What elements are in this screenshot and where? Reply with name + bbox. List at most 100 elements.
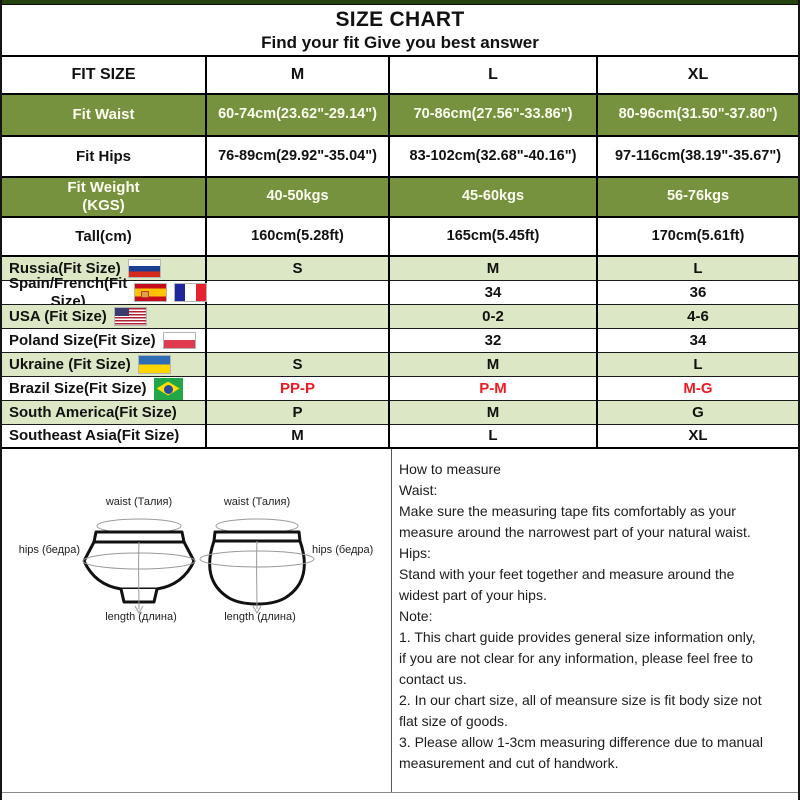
title-block: SIZE CHART Find your fit Give you best a… <box>2 5 798 57</box>
size-table: FIT SIZE M L XL Fit Waist 60-74cm(23.62"-29.1… <box>2 57 798 449</box>
waist-label-right: waist (Талия) <box>223 496 291 508</box>
measure-value-cell: 40-50kgs <box>207 178 390 218</box>
measure-row: Fit Hips 76-89cm(29.92"-35.04") 83-102cm(3… <box>2 137 798 178</box>
country-size-value-cell: 34 <box>390 281 598 305</box>
header-cell: M <box>207 57 390 95</box>
hips-label-right: hips (бедра) <box>312 544 374 556</box>
country-size-value-cell: P-M <box>390 377 598 401</box>
country-row-label: USA (Fit Size) <box>9 307 107 325</box>
country-size-value-cell: P <box>207 401 390 425</box>
country-row-label-cell: Southeast Asia(Fit Size) <box>2 425 207 449</box>
country-size-value-cell: XL <box>598 425 798 449</box>
measure-row-label-line: Tall(cm) <box>75 227 132 245</box>
header-cell: L <box>390 57 598 95</box>
country-size-value-cell <box>207 281 390 305</box>
country-row-label-cell: Poland Size(Fit Size) <box>2 329 207 353</box>
country-row-label: South America(Fit Size) <box>9 403 177 421</box>
country-size-value-cell: S <box>207 353 390 377</box>
measure-row-label-line: Fit Weight <box>67 179 140 196</box>
country-row: Brazil Size(Fit Size) PP-P P-M M-G <box>2 377 798 401</box>
ukraine-flag-icon <box>137 355 171 374</box>
country-size-value-cell <box>207 329 390 353</box>
hips-label-left: hips (бедра) <box>18 544 80 556</box>
measure-row-label: Fit Hips <box>2 137 207 178</box>
country-size-value-cell <box>207 305 390 329</box>
country-row: South America(Fit Size) P M G <box>2 401 798 425</box>
spain-flag-icon <box>134 283 168 302</box>
country-size-value-cell: M <box>390 353 598 377</box>
country-size-value-cell: L <box>598 353 798 377</box>
waist-label-left: waist (Талия) <box>105 496 173 508</box>
country-size-value-cell: 36 <box>598 281 798 305</box>
measure-value-cell: 76-89cm(29.92"-35.04") <box>207 137 390 178</box>
country-row: Ukraine (Fit Size) S M L <box>2 353 798 377</box>
measure-value-cell: 97-116cm(38.19"-35.67") <box>598 137 798 178</box>
measure-value-cell: 83-102cm(32.68"-40.16") <box>390 137 598 178</box>
country-row-label: Poland Size(Fit Size) <box>9 331 156 349</box>
measurement-diagram-panel: waist (Талия) waist (Талия) hips (бедра)… <box>2 449 392 792</box>
bottom-section: waist (Талия) waist (Талия) hips (бедра)… <box>2 449 798 793</box>
country-size-value-cell: M <box>207 425 390 449</box>
france-flag-icon <box>174 283 208 302</box>
country-size-value-cell: G <box>598 401 798 425</box>
country-size-value-cell: 32 <box>390 329 598 353</box>
country-size-value-cell: L <box>390 425 598 449</box>
country-size-value-cell: 34 <box>598 329 798 353</box>
measure-value-cell: 165cm(5.45ft) <box>390 218 598 257</box>
header-cell: FIT SIZE <box>2 57 207 95</box>
country-row-label: Russia(Fit Size) <box>9 259 121 277</box>
measure-row: Fit Weight (KGS) 40-50kgs 45-60kgs 56-76kgs <box>2 178 798 218</box>
russia-flag-icon <box>127 259 161 278</box>
length-label-left: length (длина) <box>105 611 177 623</box>
measure-value-cell: 60-74cm(23.62"-29.14") <box>207 95 390 137</box>
table-header-row: FIT SIZE M L XL <box>2 57 798 95</box>
bottom-spacer <box>2 793 798 800</box>
country-size-value-cell: M-G <box>598 377 798 401</box>
length-label-right: length (длина) <box>224 611 296 623</box>
country-size-value-cell: M <box>390 401 598 425</box>
country-row-label: Ukraine (Fit Size) <box>9 355 131 373</box>
poland-flag-icon <box>162 332 196 349</box>
country-row-label: Southeast Asia(Fit Size) <box>9 427 180 444</box>
country-row-label-cell: USA (Fit Size) <box>2 305 207 329</box>
measure-value-cell: 70-86cm(27.56"-33.86") <box>390 95 598 137</box>
measure-row: Fit Waist 60-74cm(23.62"-29.14") 70-86cm(2… <box>2 95 798 137</box>
page-subtitle: Find your fit Give you best answer <box>261 32 539 52</box>
country-row: USA (Fit Size) 0-2 4-6 <box>2 305 798 329</box>
top-border-strip <box>2 0 798 5</box>
measure-value-cell: 80-96cm(31.50"-37.80") <box>598 95 798 137</box>
measure-row-label: Tall(cm) <box>2 218 207 257</box>
country-row-label-cell: Brazil Size(Fit Size) <box>2 377 207 401</box>
country-size-value-cell: S <box>207 257 390 281</box>
brazil-flag-icon <box>153 377 183 400</box>
country-size-value-cell: 4-6 <box>598 305 798 329</box>
measure-row-label-line: (KGS) <box>82 197 125 214</box>
measure-value-cell: 170cm(5.61ft) <box>598 218 798 257</box>
country-size-value-cell: M <box>390 257 598 281</box>
brief-panty-diagram-icon <box>82 518 196 615</box>
country-row-label-cell: Ukraine (Fit Size) <box>2 353 207 377</box>
measure-value-cell: 160cm(5.28ft) <box>207 218 390 257</box>
country-size-value-cell: L <box>598 257 798 281</box>
usa-flag-icon <box>113 307 147 326</box>
country-size-value-cell: 0-2 <box>390 305 598 329</box>
country-row-label-cell: Russia(Fit Size) <box>2 257 207 281</box>
country-row: Spain/French(Fit Size) 34 36 <box>2 275 798 310</box>
measure-row: Tall(cm) 160cm(5.28ft) 165cm(5.45ft) 170cm(… <box>2 218 798 257</box>
measure-row-label-line: Fit Waist <box>72 106 135 123</box>
measure-row-label: Fit Weight (KGS) <box>2 178 207 218</box>
country-row-label-cell: Spain/French(Fit Size) <box>2 275 208 310</box>
how-to-measure-text: How to measure Waist: Make sure the meas… <box>399 461 763 771</box>
measure-value-cell: 56-76kgs <box>598 178 798 218</box>
how-to-measure-panel: How to measure Waist: Make sure the meas… <box>392 449 798 792</box>
country-row-label-cell: South America(Fit Size) <box>2 401 207 425</box>
highwaist-panty-diagram-icon <box>199 518 315 615</box>
measure-row-label: Fit Waist <box>2 95 207 137</box>
country-row: Southeast Asia(Fit Size) M L XL <box>2 425 798 449</box>
country-row: Poland Size(Fit Size) 32 34 <box>2 329 798 353</box>
page-title: SIZE CHART <box>335 7 465 31</box>
country-row-label: Brazil Size(Fit Size) <box>9 379 147 397</box>
country-size-value-cell: PP-P <box>207 377 390 401</box>
country-row: Russia(Fit Size) S M L <box>2 257 798 281</box>
